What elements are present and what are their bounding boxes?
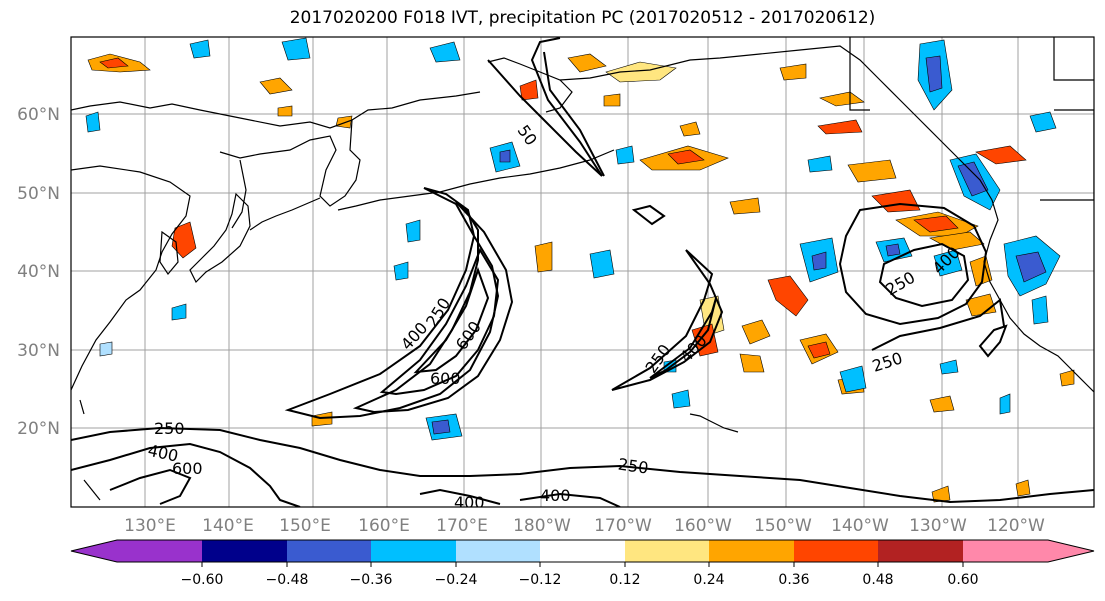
contour-label: 250 — [154, 419, 185, 438]
contour-label: 600 — [430, 369, 461, 388]
contour-label: 400 — [540, 486, 571, 505]
contour-label: 400 — [454, 493, 485, 512]
lat-label: 50°N — [17, 184, 60, 204]
colorbar-tick-label: 0.60 — [947, 572, 978, 588]
colorbar-tick-label: 0.24 — [693, 572, 724, 588]
colorbar-tick-label: −0.12 — [519, 572, 562, 588]
longitude-labels: 130°E 140°E 150°E 160°E 170°E 180°W 170°… — [124, 516, 1045, 536]
gridlines — [71, 37, 1094, 507]
lon-label: 180°W — [513, 516, 571, 536]
lat-label: 20°N — [17, 419, 60, 439]
lon-label: 130°W — [909, 516, 967, 536]
colorbar-segment — [456, 540, 540, 562]
precip-anomaly-patches — [85, 37, 1075, 503]
colorbar-extend-right — [1048, 540, 1094, 562]
colorbar-tick-label: −0.48 — [266, 572, 309, 588]
lat-label: 40°N — [17, 262, 60, 282]
colorbar-tick-label: 0.36 — [778, 572, 809, 588]
lon-label: 120°W — [987, 516, 1045, 536]
colorbar-extend-left — [71, 540, 117, 562]
lat-label: 30°N — [17, 341, 60, 361]
colorbar-tick-label: −0.24 — [435, 572, 478, 588]
contour-label: 600 — [172, 459, 203, 478]
figure-title: 2017020200 F018 IVT, precipitation PC (2… — [289, 8, 876, 28]
colorbar-outline — [70, 539, 1095, 563]
lon-label: 170°W — [594, 516, 652, 536]
latitude-labels: 60°N 50°N 40°N 30°N 20°N — [17, 105, 60, 439]
lon-label: 140°W — [831, 516, 889, 536]
colorbar-segment — [794, 540, 878, 562]
colorbar-tick-label: 0.48 — [862, 572, 893, 588]
colorbar-segment — [117, 540, 202, 562]
map-panel: 250 400 600 250 400 600 250 400 250 400 … — [70, 36, 1095, 512]
lat-label: 60°N — [17, 105, 60, 125]
colorbar-segment — [878, 540, 963, 562]
coastlines — [71, 37, 1094, 501]
colorbar-tick-label: −0.36 — [350, 572, 393, 588]
colorbar-segment — [202, 540, 287, 562]
colorbar-segment — [287, 540, 371, 562]
lon-label: 170°E — [436, 516, 488, 536]
colorbar-tick-label: −0.60 — [181, 572, 224, 588]
colorbar-tick-label: 0.12 — [609, 572, 640, 588]
ivt-contours — [71, 37, 1094, 507]
colorbar: −0.60 −0.48 −0.36 −0.24 −0.12 0.12 0.24 … — [70, 539, 1095, 588]
contour-label: 250 — [617, 455, 650, 478]
lon-label: 150°E — [279, 516, 331, 536]
colorbar-segment — [963, 540, 1048, 562]
colorbar-segment — [371, 540, 456, 562]
colorbar-segment — [709, 540, 794, 562]
colorbar-segment — [540, 540, 625, 562]
lon-label: 130°E — [124, 516, 176, 536]
lon-label: 140°E — [202, 516, 254, 536]
lon-label: 160°W — [674, 516, 732, 536]
lon-label: 160°E — [358, 516, 410, 536]
lon-label: 150°W — [754, 516, 812, 536]
colorbar-segment — [625, 540, 709, 562]
